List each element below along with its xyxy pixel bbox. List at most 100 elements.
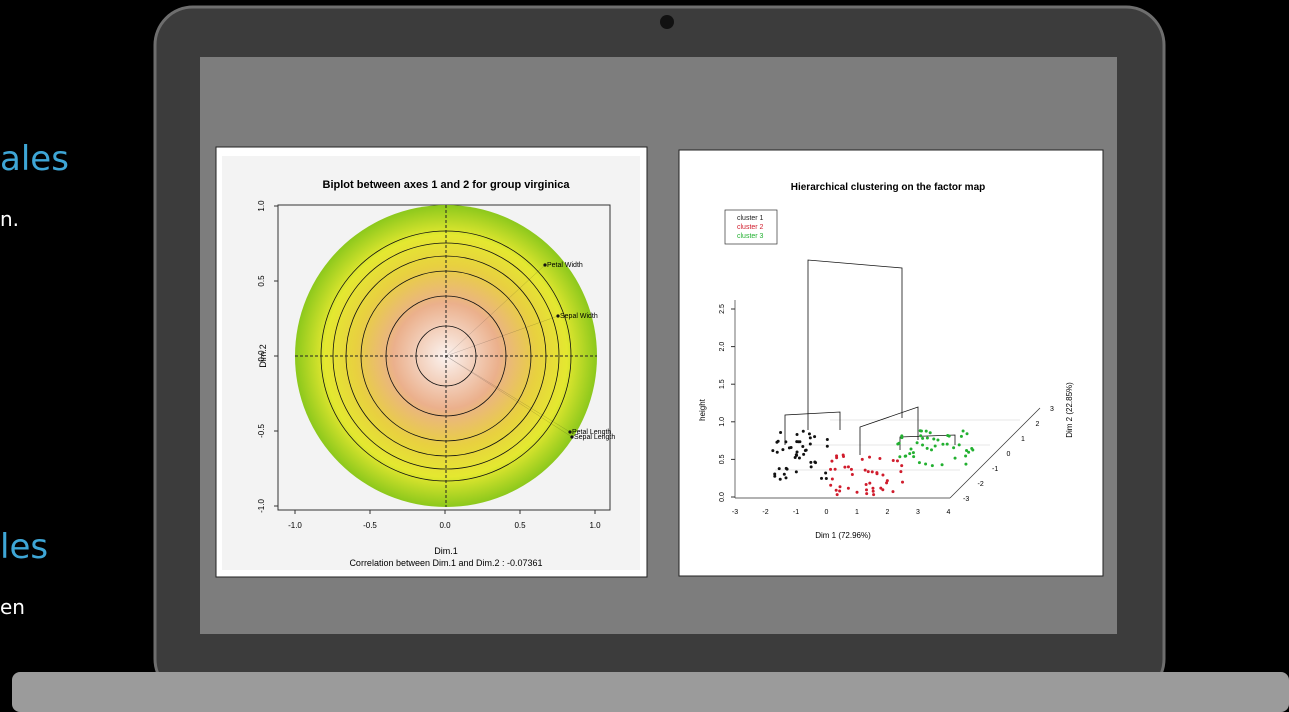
point [879, 486, 883, 490]
y-tick-label: -1.0 [257, 499, 266, 513]
z-tick-label: 1 [1021, 436, 1025, 443]
y-tick-label: 0.5 [257, 275, 266, 287]
arrow [445, 355, 571, 433]
y-tick-label: 0.0 [719, 492, 726, 502]
point [924, 429, 928, 433]
point [829, 467, 833, 471]
point [928, 431, 932, 435]
point [835, 456, 839, 460]
point [936, 438, 940, 442]
point [795, 450, 799, 454]
point [860, 457, 864, 461]
x-tick-label: 3 [916, 509, 920, 516]
point [838, 489, 842, 493]
point [802, 452, 806, 456]
point [921, 436, 925, 440]
variable-label: Sepal Width [560, 313, 598, 320]
slide-text: en [0, 595, 25, 619]
arrow [445, 355, 573, 438]
point [924, 462, 928, 466]
point [779, 431, 783, 435]
point [843, 465, 847, 469]
point [871, 489, 875, 493]
point [919, 434, 923, 438]
z-tick-label: -3 [963, 496, 969, 503]
point [898, 455, 902, 459]
y-tick-label: 1.0 [257, 200, 266, 212]
point [773, 474, 777, 478]
point [813, 460, 817, 464]
point [796, 440, 800, 444]
point [875, 472, 879, 476]
y-label: height [698, 398, 707, 421]
cluster-title: Hierarchical clustering on the factor ma… [791, 182, 986, 193]
slide-text: n. [0, 207, 19, 231]
variable-label: Petal Length [572, 429, 611, 436]
point [925, 436, 929, 440]
point [850, 473, 854, 477]
point [872, 493, 876, 497]
point [794, 470, 798, 474]
y-tick-label: -0.5 [257, 424, 266, 438]
legend-box [724, 209, 778, 245]
z-tick-label: 3 [1050, 406, 1054, 413]
point [929, 448, 933, 452]
point [911, 451, 915, 455]
legend-entry: cluster 3 [737, 233, 764, 240]
point [846, 486, 850, 490]
arrow-head [543, 263, 547, 267]
point [965, 448, 969, 452]
y-tick-label: 1.0 [719, 417, 726, 427]
point [776, 439, 780, 443]
point [825, 437, 829, 441]
point [941, 442, 945, 446]
x-tick-label: -1.0 [288, 521, 302, 530]
point [909, 447, 913, 451]
x-tick-label: -2 [762, 509, 768, 516]
point [787, 446, 791, 450]
laptop-base [12, 672, 1289, 712]
point [784, 466, 788, 470]
point [900, 464, 904, 468]
point [933, 444, 937, 448]
point [797, 456, 801, 460]
point [825, 444, 829, 448]
point [865, 488, 869, 492]
point [801, 445, 805, 449]
arrow [445, 264, 546, 357]
point [957, 443, 961, 447]
point [871, 486, 875, 490]
point [784, 476, 788, 480]
x-tick-label: 4 [947, 509, 951, 516]
point [841, 453, 845, 457]
point [846, 465, 850, 469]
x-tick-label: -1 [793, 509, 799, 516]
x-label: Dim.1 [434, 546, 458, 556]
point [899, 470, 903, 474]
point [773, 472, 777, 476]
x-tick-label: 1 [855, 509, 859, 516]
point [885, 481, 889, 485]
point [838, 485, 842, 489]
point [820, 476, 824, 480]
z-tick-label: 0 [1007, 451, 1011, 458]
point [915, 441, 919, 445]
point [881, 488, 885, 492]
point [868, 481, 872, 485]
point [967, 450, 971, 454]
point [961, 429, 965, 433]
point [777, 467, 781, 471]
point [866, 470, 870, 474]
point [878, 456, 882, 460]
point [795, 433, 799, 437]
x-label: Dim 1 (72.96%) [815, 531, 871, 540]
point [793, 456, 797, 460]
point [809, 465, 813, 469]
point [953, 456, 957, 460]
arrow [445, 315, 559, 357]
point [781, 448, 785, 452]
y-tick-label: 1.5 [719, 379, 726, 389]
variable-label: Petal Width [547, 262, 583, 269]
point [863, 468, 867, 472]
